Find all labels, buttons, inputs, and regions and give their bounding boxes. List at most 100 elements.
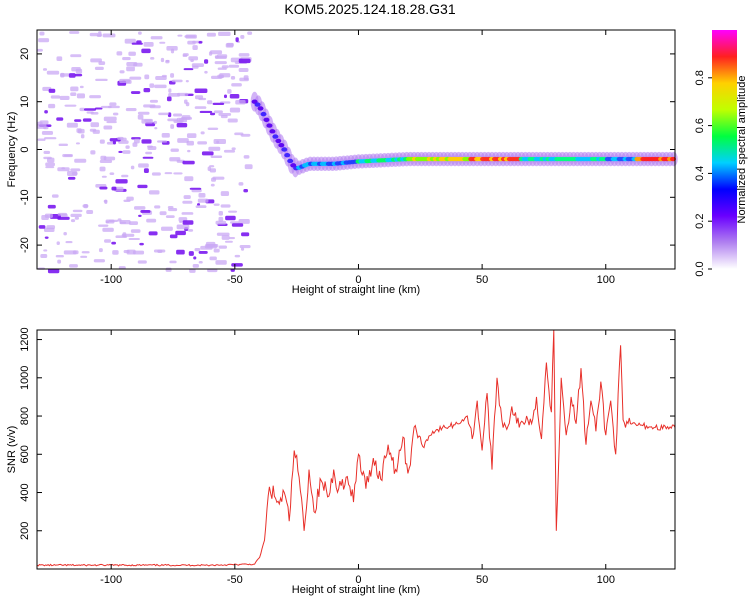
spectrogram-noise-cell (59, 95, 70, 100)
spectrogram-ridge-cell (266, 123, 273, 128)
spectrogram-noise-cell (231, 83, 242, 87)
spectrogram-noise-cell (144, 119, 152, 122)
p1-x-tick-label: -50 (227, 274, 243, 286)
spectrogram-noise-cell (39, 120, 49, 125)
spectrogram-noise-cell (165, 267, 172, 272)
spectrogram-noise-cell (168, 208, 178, 212)
spectrogram-noise-cell (116, 51, 123, 56)
spectrogram-noise-cell (204, 70, 208, 74)
spectrogram-noise-cell (188, 56, 199, 61)
spectrogram-noise-cell (68, 73, 76, 78)
spectrogram-noise-cell (175, 230, 186, 236)
spectrogram-noise-cell (133, 138, 140, 144)
spectrogram-noise-cell (67, 176, 76, 180)
spectrogram-noise-cell (69, 31, 80, 34)
spectrogram-noise-cell (210, 183, 215, 187)
spectrogram-noise-cell (149, 105, 161, 109)
colorbar-tick-label: 0.6 (694, 118, 706, 133)
spectrogram-noise-cell (63, 250, 77, 255)
p1-y-tick-label: 20 (19, 48, 31, 60)
spectrogram-noise-cell (173, 120, 183, 123)
spectrogram-noise-cell (112, 140, 116, 145)
snr-x-axis: -100 -50 0 50 100 (100, 330, 615, 586)
spectrogram-noise-cell (198, 261, 203, 264)
spectrogram-noise-cell (94, 107, 103, 110)
spectrogram-noise-cell (154, 205, 161, 209)
spectrogram-noise-cell (157, 249, 163, 253)
p1-y-tick-label: 0 (19, 146, 31, 152)
spectrogram-noise-cell (137, 114, 144, 120)
spectrogram-noise-cell (47, 268, 60, 274)
spectrogram-noise-cell (230, 221, 240, 224)
spectrogram-noise-cell (69, 264, 78, 268)
spectrogram-noise-cell (182, 200, 193, 204)
p2-x-tick-label: 50 (476, 574, 488, 586)
p1-x-tick-label: 100 (597, 274, 615, 286)
spectrogram-noise-cell (115, 179, 128, 184)
spectrogram-noise-cell (82, 118, 92, 122)
spectrogram-noise-cell (238, 53, 250, 57)
spectrogram-noise-cell (209, 50, 223, 55)
snr-series-line (36, 329, 676, 567)
spectrogram-ridge-cell (269, 129, 276, 134)
colorbar-tick-label: 0.2 (694, 214, 706, 229)
spectrogram-ridge-cell (257, 106, 264, 111)
spectrogram-noise-cell (208, 146, 221, 151)
spectrogram-noise-cell (227, 89, 232, 94)
spectrogram-noise-cell (75, 68, 83, 74)
spectrogram-noise-cell (234, 132, 244, 136)
spectrogram-noise-cell (207, 166, 212, 171)
spectrogram-noise-cell (160, 57, 165, 63)
spectrogram-noise-cell (63, 231, 67, 236)
spectrogram-noise-cell (186, 133, 197, 138)
spectrogram-noise-cell (112, 250, 119, 255)
spectrogram-noise-cell (128, 221, 139, 226)
spectrogram-noise-cell (218, 31, 231, 37)
spectrogram-noise-cell (188, 229, 194, 232)
spectrogram-noise-cell (126, 61, 138, 67)
spectrogram-noise-cell (207, 268, 218, 273)
spectrogram-noise-cell (45, 162, 55, 167)
spectrogram-noise-cell (243, 75, 249, 81)
spectrogram-noise-cell (70, 54, 82, 58)
spectrogram-noise-cell (243, 188, 249, 193)
spectrogram-noise-cell (168, 93, 181, 97)
spectrogram-noise-cell (44, 137, 57, 140)
spectrogram-noise-cell (48, 88, 56, 93)
spectrogram-noise-cell (45, 166, 55, 169)
spectrogram-noise-cell (193, 256, 197, 260)
spectrogram-noise-cell (74, 158, 87, 163)
spectrogram-noise-cell (194, 88, 208, 94)
snr-y-label: SNR (v/v) (6, 426, 18, 474)
spectrogram-noise-cell (198, 41, 203, 44)
spectrogram-noise-cell (213, 110, 223, 114)
spectrogram-noise-cell (198, 97, 207, 101)
spectrogram-noise-cell (70, 92, 77, 96)
spectrogram-noise-cell (231, 147, 236, 151)
spectrogram-noise-cell (231, 223, 244, 227)
spectrogram-noise-cell (197, 198, 209, 203)
spectrogram-noise-cell (132, 142, 138, 147)
spectrogram-noise-cell (141, 139, 152, 144)
spectrogram-noise-cell (40, 253, 48, 259)
spectrogram-noise-cell (177, 34, 183, 37)
p2-y-tick-label: 800 (19, 407, 31, 425)
spectrogram-noise-cell (197, 141, 208, 145)
spectrogram-noise-cell (220, 191, 230, 196)
spectrogram-noise-cell (161, 132, 170, 138)
p2-y-tick-label: 400 (19, 483, 31, 501)
spectrogram-noise-cell (194, 247, 201, 252)
spectrogram-noise-cell (204, 59, 209, 64)
spectrogram-noise-cell (67, 171, 78, 176)
spectrogram-noise-cell (228, 210, 238, 213)
snr-x-label: Height of straight line (km) (292, 584, 420, 596)
spectrogram-noise-cell (184, 35, 196, 38)
spectrogram-noise-cell (58, 143, 68, 147)
spectrogram-noise-cell (143, 88, 151, 93)
spectrogram-noise-cell (126, 249, 136, 255)
spectrogram-noise-cell (61, 213, 68, 217)
spectrogram-noise-cell (182, 220, 194, 225)
spectrogram-noise-cell (118, 140, 129, 144)
spectrogram-noise-cell (240, 35, 245, 39)
spectrogram-noise-cell (137, 260, 147, 264)
